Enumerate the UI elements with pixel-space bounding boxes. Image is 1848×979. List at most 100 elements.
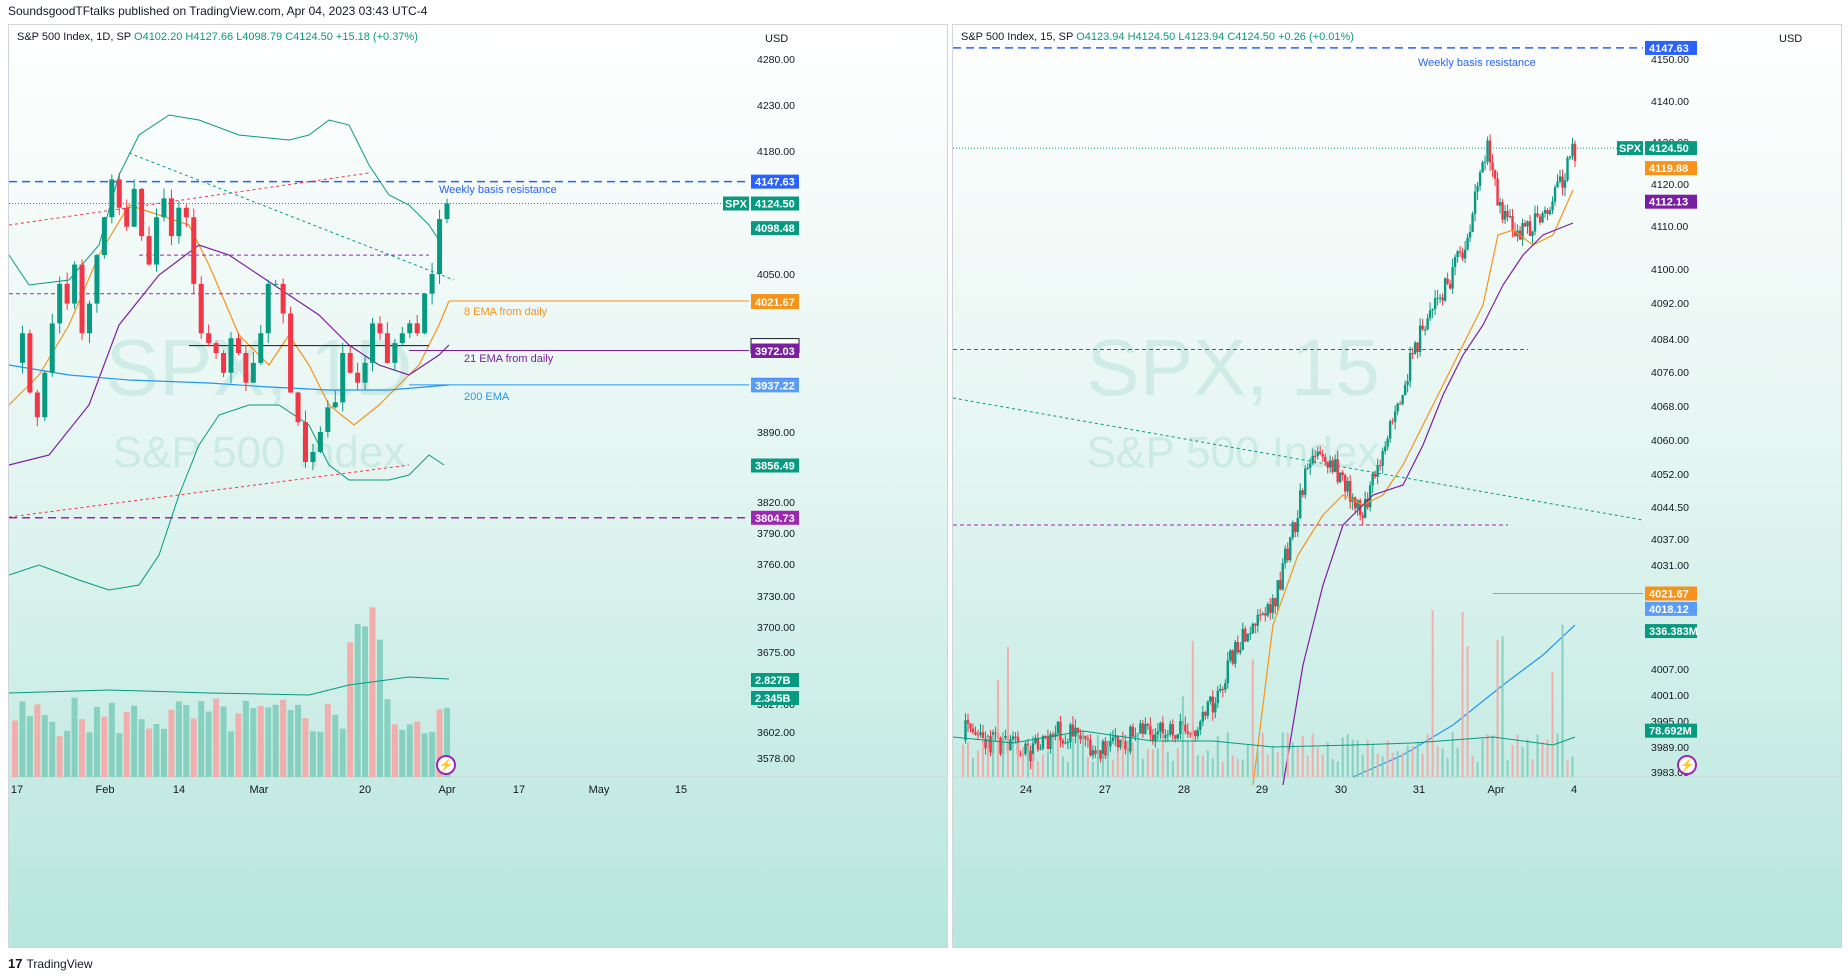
candle-body xyxy=(422,293,428,334)
volume-bar xyxy=(1501,636,1504,777)
volume-bar xyxy=(1316,747,1319,777)
candle-body xyxy=(332,402,338,408)
price-tag xyxy=(1645,723,1697,738)
candle-body xyxy=(1019,753,1022,755)
candle-body xyxy=(273,283,279,285)
volume-bar xyxy=(981,737,984,777)
candle-body xyxy=(1413,342,1417,354)
intraday-open: O4123.94 xyxy=(1076,31,1125,43)
volume-bar xyxy=(1516,734,1519,777)
candle-body xyxy=(1321,454,1324,457)
candle-body xyxy=(1144,723,1147,734)
candle-body xyxy=(1448,283,1452,289)
volume-bar xyxy=(1186,740,1189,777)
volume-bar xyxy=(1456,747,1459,777)
candle-body xyxy=(1276,580,1279,607)
candle-body xyxy=(1101,741,1105,760)
candle-body xyxy=(49,323,55,373)
candle-body xyxy=(1039,748,1042,750)
intraday-chart-panel[interactable]: S&P 500 Index, 15, SP O4123.94 H4124.50 … xyxy=(952,24,1842,948)
volume-bar xyxy=(1356,740,1359,777)
candle-body xyxy=(1533,213,1537,232)
x-tick-label: 17 xyxy=(513,784,525,796)
volume-bar xyxy=(1496,639,1499,777)
annotation-label: Weekly basis resistance xyxy=(1418,57,1536,69)
candle-body xyxy=(1558,176,1562,182)
candle-body xyxy=(116,179,122,208)
candle-body xyxy=(1284,548,1287,564)
candle-body xyxy=(1169,724,1172,735)
y-tick-label: 4037.00 xyxy=(1651,534,1689,546)
candle-body xyxy=(1329,460,1332,468)
daily-chart-svg[interactable]: SPX, 1DS&P 500 Index4280.004230.004180.0… xyxy=(9,25,947,947)
candle-body xyxy=(258,333,264,363)
tradingview-logo-icon: 17 xyxy=(8,956,23,971)
candle-body xyxy=(1134,735,1137,737)
candle-body xyxy=(124,207,130,227)
candle-body xyxy=(1458,251,1462,253)
candle-body xyxy=(1338,472,1342,483)
daily-lightning-icon[interactable]: ⚡ xyxy=(436,755,456,775)
intraday-lightning-icon[interactable]: ⚡ xyxy=(1677,755,1697,775)
candle-body xyxy=(1041,736,1045,749)
price-tag-text: 4124.50 xyxy=(755,199,795,211)
candle-body xyxy=(1131,726,1135,737)
price-tag xyxy=(751,378,799,393)
volume-bar xyxy=(332,714,339,777)
volume-bar xyxy=(1536,734,1539,777)
candle-body xyxy=(1311,455,1314,464)
candle-body xyxy=(974,731,977,735)
volume-bar xyxy=(1436,745,1439,777)
volume-bar xyxy=(444,707,450,777)
candle-body xyxy=(1159,722,1162,732)
volume-bar xyxy=(1006,646,1009,777)
candle-body xyxy=(1254,623,1257,626)
volume-bar xyxy=(339,728,346,777)
price-tag xyxy=(1645,161,1697,176)
candle-body xyxy=(1036,737,1040,750)
intraday-currency: USD xyxy=(1779,33,1803,45)
candle-body xyxy=(1568,156,1572,158)
y-tick-label: 3602.00 xyxy=(757,727,795,739)
volume-bar xyxy=(1086,756,1089,777)
y-tick-label: 4110.00 xyxy=(1651,221,1688,233)
candle-body xyxy=(994,732,997,734)
candle-body xyxy=(161,198,167,218)
volume-bar xyxy=(131,705,138,777)
price-tag-text: 4119.88 xyxy=(1649,163,1688,175)
candle-body xyxy=(1234,642,1237,664)
volume-bar xyxy=(1216,736,1219,777)
candle-body xyxy=(1249,632,1252,635)
candle-body xyxy=(1506,210,1509,217)
volume-bar xyxy=(976,750,979,777)
volume-bar xyxy=(1031,753,1034,777)
candle-body xyxy=(971,728,975,732)
candle-body xyxy=(302,422,308,462)
price-tag-text: 3856.49 xyxy=(755,461,795,473)
intraday-chart-svg[interactable]: SPX, 15S&P 500 Index4150.004140.004130.0… xyxy=(953,25,1841,947)
candle-body xyxy=(1511,216,1514,231)
candle-body xyxy=(1403,384,1407,396)
intraday-close: C4124.50 xyxy=(1227,31,1276,43)
volume-bar xyxy=(1466,646,1469,777)
candle-body xyxy=(1209,696,1212,702)
candle-body xyxy=(1493,169,1497,179)
volume-bar xyxy=(1276,752,1279,777)
y-tick-label: 4230.00 xyxy=(757,100,795,112)
volume-bar xyxy=(1261,732,1264,777)
volume-bar xyxy=(64,730,71,777)
candle-body xyxy=(1111,737,1115,741)
volume-bar xyxy=(1306,755,1309,777)
candle-body xyxy=(1406,381,1409,385)
candle-body xyxy=(370,323,376,363)
y-tick-label: 4031.00 xyxy=(1651,560,1689,572)
volume-bar xyxy=(1266,754,1269,777)
volume-bar xyxy=(436,709,443,777)
candle-body xyxy=(235,338,241,353)
volume-bar xyxy=(1001,732,1004,777)
daily-chart-panel[interactable]: S&P 500 Index, 1D, SP O4102.20 H4127.66 … xyxy=(8,24,948,948)
price-tag xyxy=(751,673,799,687)
candle-body xyxy=(1381,451,1384,466)
candle-body xyxy=(1004,736,1007,738)
candle-body xyxy=(355,372,361,383)
